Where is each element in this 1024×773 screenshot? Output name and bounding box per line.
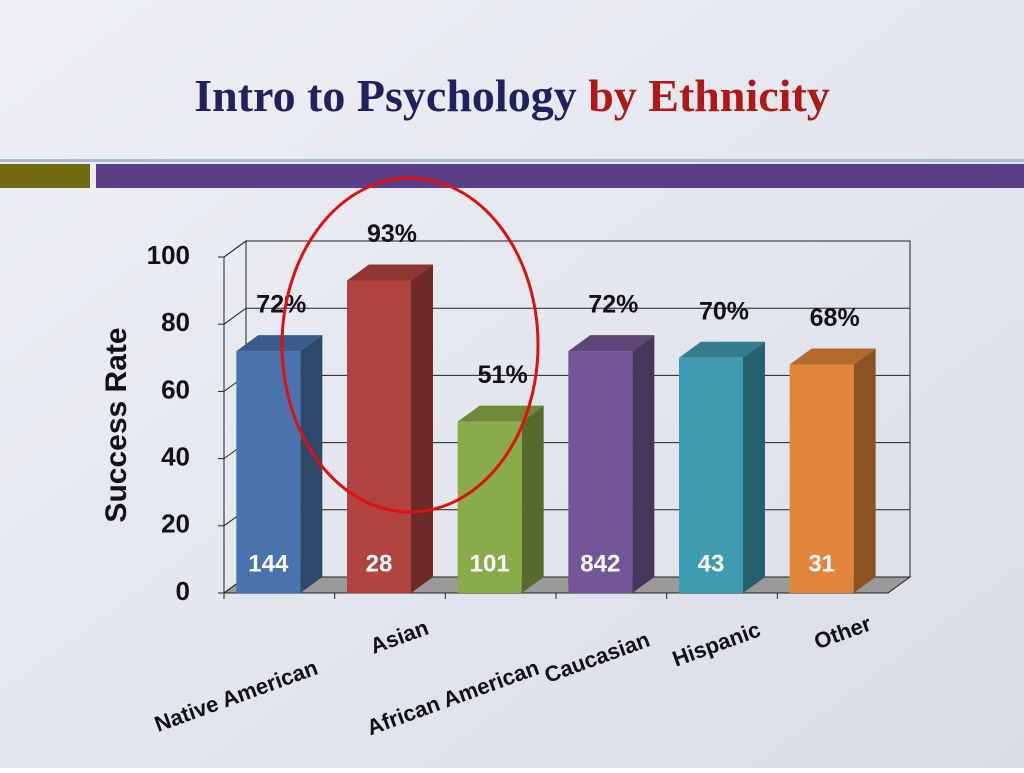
chart-title: Intro to Psychology by Ethnicity (194, 70, 830, 121)
grid-line (223, 307, 247, 325)
value-label: 70% (699, 297, 749, 325)
bar-side (521, 405, 544, 593)
grid-line (223, 240, 247, 258)
header-bar-right (96, 164, 1024, 188)
header-line (0, 159, 1024, 162)
bar (236, 351, 301, 593)
count-label: 144 (248, 550, 289, 577)
y-tick-label: 60 (161, 374, 190, 404)
count-label: 31 (808, 550, 835, 577)
value-label: 68% (810, 304, 860, 332)
bar-side (632, 335, 655, 593)
bar (568, 351, 633, 593)
bar-side (743, 341, 765, 593)
bar-top (679, 341, 765, 358)
bar (347, 280, 411, 593)
y-tick-label: 100 (147, 240, 190, 270)
y-axis-label: Success Rate (100, 327, 133, 522)
y-tick-label: 20 (161, 509, 190, 539)
bar-side (300, 335, 323, 593)
highlight-ellipse (280, 176, 540, 514)
bar-top (457, 405, 544, 422)
value-label: 72% (256, 291, 306, 319)
value-label: 72% (588, 291, 638, 319)
value-label: 51% (478, 361, 528, 389)
bar-side (411, 264, 433, 593)
y-tick-label: 0 (176, 576, 190, 606)
count-label: 28 (366, 550, 393, 577)
bar-top (568, 335, 655, 352)
count-label: 101 (470, 550, 510, 577)
value-label: 93% (367, 220, 417, 248)
title-highlight: by Ethnicity (588, 70, 830, 121)
title-main: Intro to Psychology (194, 70, 577, 121)
bar-top (789, 348, 876, 365)
bar-top (347, 264, 433, 281)
bar (789, 364, 854, 593)
bar-top (236, 335, 323, 352)
bar (679, 357, 743, 593)
y-tick-label: 40 (161, 441, 190, 471)
count-label: 842 (580, 550, 620, 577)
y-tick-label: 80 (161, 307, 190, 337)
count-label: 43 (698, 550, 725, 577)
header-bar-left (0, 164, 90, 188)
bar-side (853, 348, 876, 593)
